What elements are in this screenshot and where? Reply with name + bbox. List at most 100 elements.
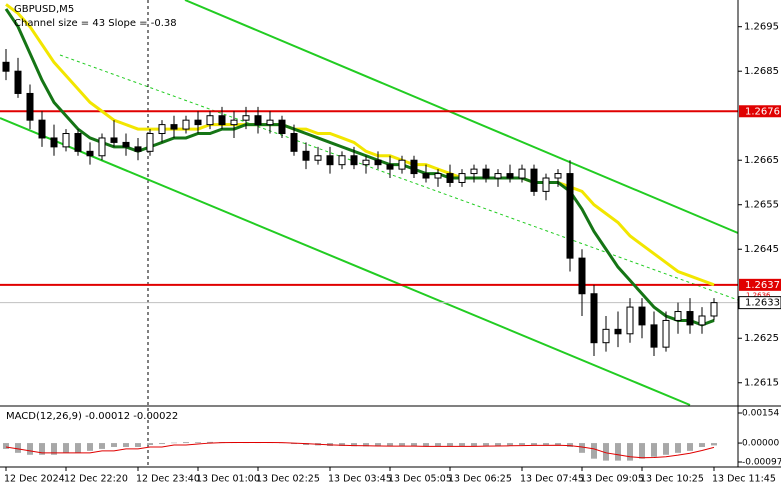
macd-bar [15, 443, 21, 453]
macd-bar [375, 443, 381, 447]
x-tick-label: 13 Dec 02:25 [256, 474, 320, 485]
macd-signal: -0.00022 [133, 411, 178, 422]
candle-body [62, 133, 70, 148]
level-label-box [739, 278, 781, 291]
macd-bar [447, 443, 453, 447]
macd-bar [75, 443, 81, 453]
macd-bar [555, 443, 561, 446]
candle-body [590, 293, 598, 344]
macd-bar [159, 443, 165, 445]
chart-subtitle: Channel size = 43 Slope = -0.38 [14, 18, 177, 29]
price-marker-label: 1.2636 [746, 291, 771, 299]
candle-body [134, 146, 142, 152]
macd-bar [351, 443, 357, 447]
macd-bar [99, 443, 105, 449]
candle-body [470, 168, 478, 175]
macd-bar [387, 443, 393, 447]
y-tick-label: 1.2685 [744, 66, 779, 77]
candle-body [638, 306, 646, 326]
candle-body [338, 155, 346, 166]
candle-body [314, 155, 322, 161]
macd-bar [39, 443, 45, 455]
macd-bar [183, 442, 189, 444]
candle-body [662, 319, 670, 348]
candle-body [602, 328, 610, 344]
price-marker-box [738, 296, 781, 310]
candle-body [458, 173, 466, 183]
macd-label: MACD(12,26,9) -0.00012 -0.00022 [6, 411, 178, 422]
x-tick-label: 13 Dec 01:00 [196, 474, 260, 485]
candle-body [554, 173, 562, 179]
x-tick-label: 13 Dec 09:05 [580, 474, 644, 485]
candle-body [182, 119, 190, 130]
chart-title: GBPUSD,M5 [14, 4, 74, 15]
candle-body [674, 311, 682, 321]
candle-body [266, 119, 274, 126]
candle-body [290, 133, 298, 152]
candle-body [386, 164, 394, 170]
candle-body [482, 168, 490, 179]
y-tick-label: 1.2655 [744, 200, 779, 211]
macd-main: -0.00012 [85, 411, 130, 422]
channel-upper [184, 0, 739, 234]
y-tick-label: 1.2665 [744, 155, 779, 166]
level-label: 1.2637 [745, 280, 780, 291]
macd-y-tick-label: 0.00000 [742, 439, 779, 449]
candle-body [26, 92, 34, 121]
candle-body [422, 173, 430, 179]
candle-body [230, 119, 238, 126]
x-tick-label: 13 Dec 10:25 [640, 474, 704, 485]
x-tick-label: 13 Dec 05:05 [388, 474, 452, 485]
candle-body [38, 119, 46, 139]
candle-body [578, 257, 586, 295]
macd-bar [483, 443, 489, 446]
x-tick-label: 13 Dec 03:45 [328, 474, 392, 485]
x-tick-label: 13 Dec 07:45 [520, 474, 584, 485]
level-label-box [739, 105, 781, 118]
candle-body [2, 61, 10, 72]
macd-bar [27, 443, 33, 455]
candle-body [14, 70, 22, 94]
candle-body [650, 324, 658, 348]
y-tick-label: 1.2645 [744, 244, 779, 255]
macd-bar [135, 443, 141, 447]
candle-body [50, 137, 58, 148]
candle-body [74, 133, 82, 152]
candle-body [110, 137, 118, 143]
macd-bar [339, 443, 345, 446]
macd-bar [663, 443, 669, 455]
candle-body [206, 115, 214, 126]
candle-body [146, 133, 154, 152]
macd-bar [591, 443, 597, 459]
x-tick-label: 12 Dec 22:20 [64, 474, 128, 485]
x-tick-label: 12 Dec 23:40 [136, 474, 200, 485]
macd-bar [675, 443, 681, 453]
channel-lower [0, 117, 691, 406]
macd-bar [687, 443, 693, 451]
macd-name: MACD(12,26,9) [6, 411, 82, 422]
candle-body [326, 155, 334, 166]
macd-signal-line [5, 441, 715, 459]
candle-body [506, 173, 514, 179]
macd-bar [711, 443, 717, 446]
macd-bar [543, 443, 549, 446]
macd-bar [459, 443, 465, 447]
candle-body [398, 159, 406, 170]
channel-middle [59, 54, 739, 301]
x-tick-label: 13 Dec 06:25 [448, 474, 512, 485]
macd-bar [567, 443, 573, 447]
candle-body [170, 124, 178, 130]
moving-average [5, 3, 715, 287]
candle-body [374, 159, 382, 166]
macd-bar [123, 443, 129, 447]
candle-body [158, 124, 166, 135]
candle-body [302, 150, 310, 161]
candle-body [278, 119, 286, 135]
candle-body [710, 302, 718, 317]
macd-bar [579, 443, 585, 453]
macd-bar [111, 443, 117, 447]
macd-bar [615, 443, 621, 461]
candle-body [542, 177, 550, 192]
candle-body [86, 150, 94, 157]
